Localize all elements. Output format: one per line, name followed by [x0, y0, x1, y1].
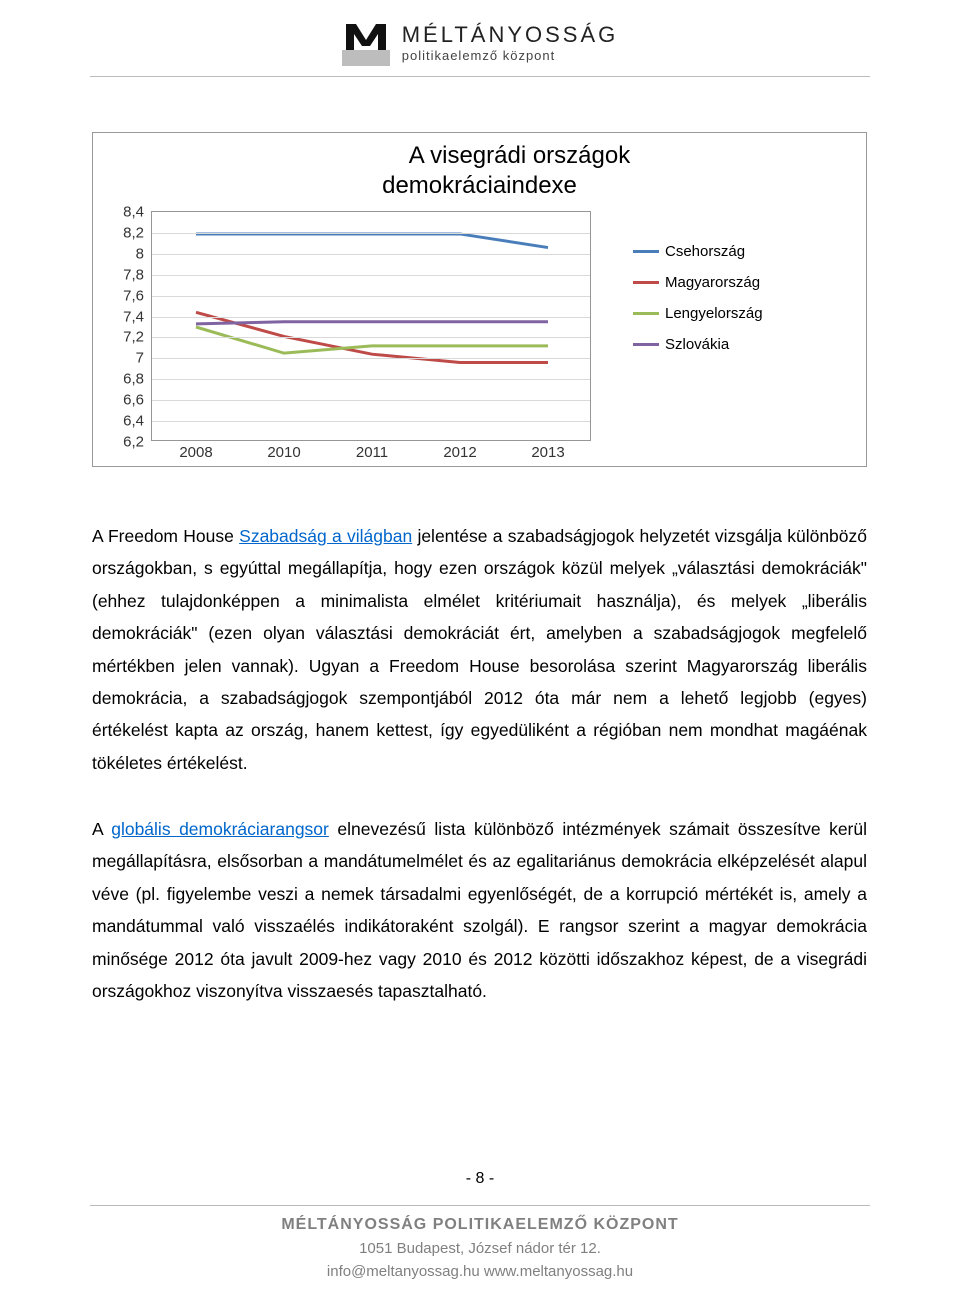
x-tick-label: 2012 [443, 444, 476, 461]
brand-block: MÉLTÁNYOSSÁG politikaelemző központ [402, 22, 619, 63]
brand-sub: politikaelemző központ [402, 48, 619, 63]
gridline [152, 254, 590, 255]
gridline [152, 400, 590, 401]
y-tick-label: 8,2 [123, 224, 144, 241]
legend-swatch [633, 250, 659, 253]
y-tick-label: 6,8 [123, 371, 144, 388]
legend-label: Csehország [665, 243, 745, 260]
gridline [152, 358, 590, 359]
legend-item-Szlovákia: Szlovákia [633, 336, 763, 353]
legend-item-Magyarország: Magyarország [633, 274, 763, 291]
page-header: MÉLTÁNYOSSÁG politikaelemző központ [0, 18, 960, 79]
brand-name: MÉLTÁNYOSSÁG [402, 22, 619, 48]
democracy-index-chart: A visegrádi országok demokráciaindexe 8,… [92, 132, 867, 467]
y-tick-label: 7,6 [123, 287, 144, 304]
x-tick-label: 2011 [356, 444, 388, 461]
header-inner: MÉLTÁNYOSSÁG politikaelemző központ [342, 18, 619, 66]
series-line-Csehország [196, 234, 548, 248]
global-democracy-link[interactable]: globális demokráciarangsor [111, 819, 329, 839]
y-tick-label: 6,4 [123, 413, 144, 430]
y-tick-label: 8 [136, 245, 144, 262]
gridline [152, 337, 590, 338]
footer-org-a: MÉLTÁNYOSSÁG [281, 1216, 432, 1233]
legend-label: Magyarország [665, 274, 760, 291]
chart-title: A visegrádi országok demokráciaindexe [93, 141, 866, 201]
legend-item-Csehország: Csehország [633, 243, 763, 260]
x-tick-label: 2010 [267, 444, 300, 461]
footer-org-c: KÖZPONT [593, 1216, 678, 1233]
legend-swatch [633, 281, 659, 284]
body-text: A Freedom House Szabadság a világban jel… [92, 520, 867, 1041]
chart-title-line2: demokráciaindexe [93, 171, 866, 201]
footer-rule [90, 1205, 870, 1206]
p2-text-a: A [92, 819, 111, 839]
footer-contact: info@meltanyossag.hu www.meltanyossag.hu [0, 1263, 960, 1280]
legend-swatch [633, 343, 659, 346]
gridline [152, 421, 590, 422]
chart-title-line1: A visegrádi országok [173, 141, 866, 171]
freedom-world-link[interactable]: Szabadság a világban [239, 526, 412, 546]
plot-area: 8,48,287,87,67,47,276,86,66,46,220082010… [151, 211, 591, 441]
y-tick-label: 6,6 [123, 392, 144, 409]
footer-address: 1051 Budapest, József nádor tér 12. [0, 1240, 960, 1257]
logo-icon [342, 18, 390, 66]
legend-item-Lengyelország: Lengyelország [633, 305, 763, 322]
gridline [152, 317, 590, 318]
chart-legend: Csehország Magyarország Lengyelország Szlov… [633, 243, 763, 367]
p1-text-b: jelentése a szabadságjogok helyzetét viz… [92, 526, 867, 773]
series-line-Szlovákia [196, 322, 548, 324]
y-tick-label: 7,8 [123, 266, 144, 283]
gridline [152, 296, 590, 297]
y-tick-label: 7 [136, 350, 144, 367]
series-line-Lengyelország [196, 327, 548, 353]
page-number: - 8 - [0, 1170, 960, 1188]
y-tick-label: 7,4 [123, 308, 144, 325]
paragraph-1: A Freedom House Szabadság a világban jel… [92, 520, 867, 779]
y-tick-label: 6,2 [123, 434, 144, 451]
legend-label: Lengyelország [665, 305, 763, 322]
p2-text-b: elnevezésű lista különböző intézmények s… [92, 819, 867, 1001]
paragraph-2: A globális demokráciarangsor elnevezésű … [92, 813, 867, 1007]
header-rule [90, 76, 870, 77]
x-tick-label: 2013 [531, 444, 564, 461]
y-tick-label: 7,2 [123, 329, 144, 346]
footer-org: MÉLTÁNYOSSÁG POLITIKAELEMZŐ KÖZPONT [0, 1216, 960, 1234]
page-footer: MÉLTÁNYOSSÁG POLITIKAELEMZŐ KÖZPONT 1051… [0, 1216, 960, 1280]
line-chart-svg [152, 212, 592, 442]
gridline [152, 275, 590, 276]
gridline [152, 233, 590, 234]
legend-label: Szlovákia [665, 336, 729, 353]
footer-org-b: POLITIKAELEMZŐ [433, 1216, 594, 1233]
legend-swatch [633, 312, 659, 315]
p1-text-a: A Freedom House [92, 526, 239, 546]
y-tick-label: 8,4 [123, 204, 144, 221]
gridline [152, 379, 590, 380]
x-tick-label: 2008 [179, 444, 212, 461]
